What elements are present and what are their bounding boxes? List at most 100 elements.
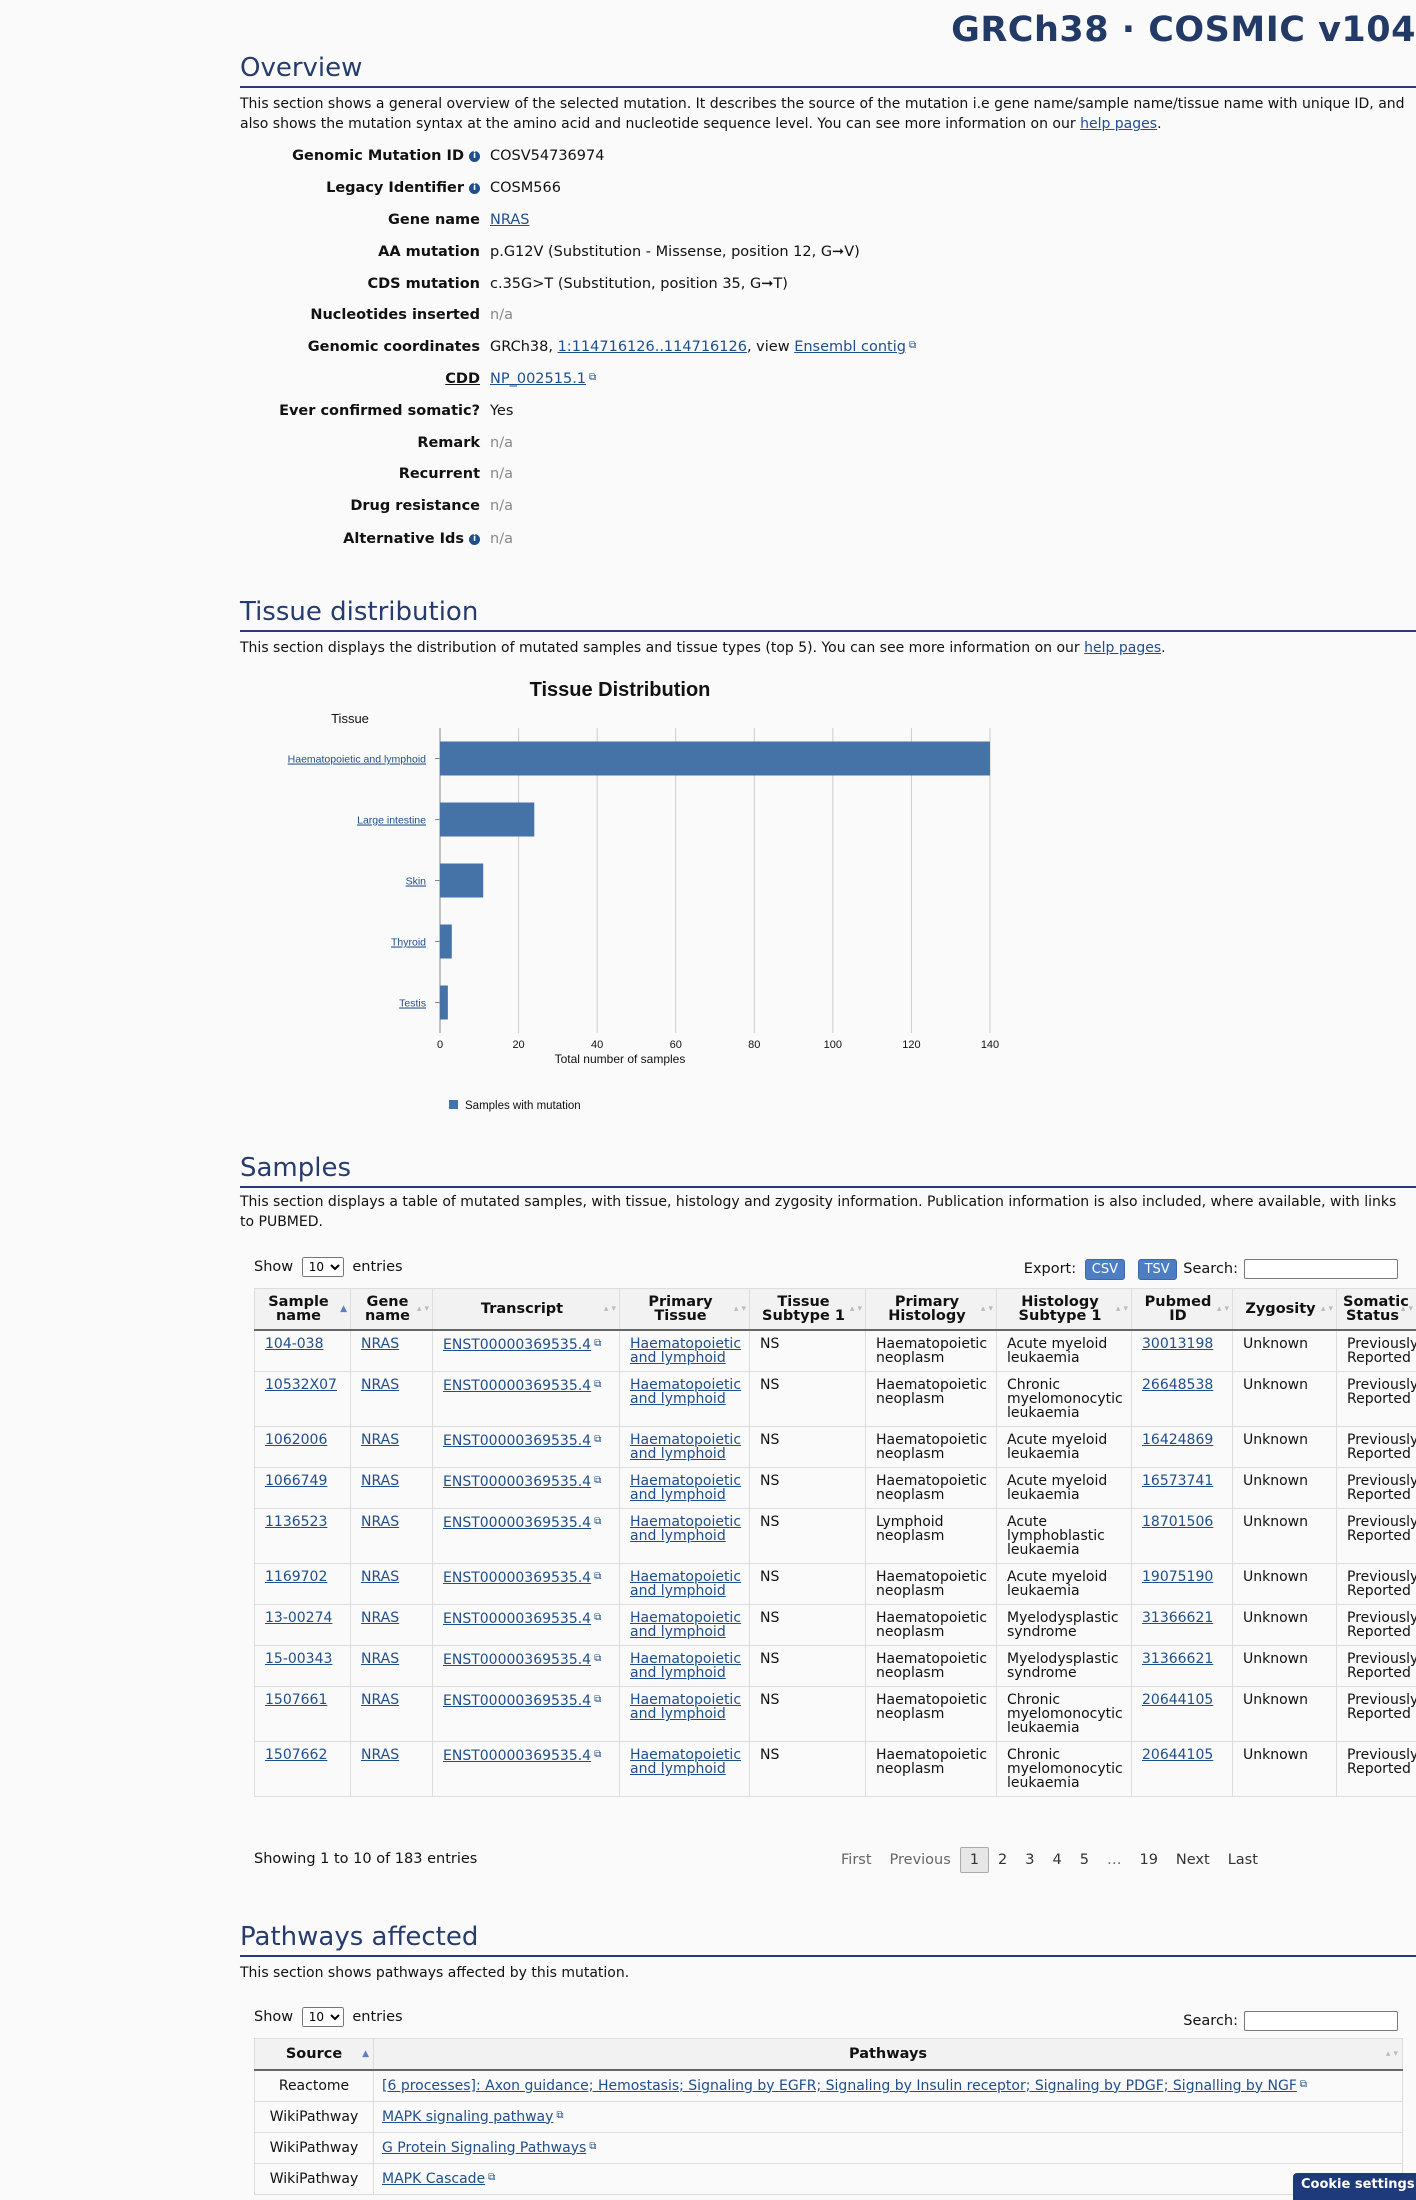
pathway-link[interactable]: MAPK signaling pathway [382, 2108, 554, 2125]
samples-col-header[interactable]: Somatic Status ▴ ▾ [1336, 1288, 1416, 1331]
pager-page-button[interactable]: 1 [959, 1847, 990, 1873]
table-cell-link[interactable]: NRAS [361, 1514, 400, 1530]
pathways-page-size-select[interactable]: 10 [301, 2007, 344, 2027]
table-cell-link[interactable]: 1066749 [265, 1473, 328, 1489]
samples-col-header[interactable]: Gene name ▴ ▾ [350, 1288, 433, 1331]
pathways-col-header[interactable]: Source ▲ [254, 2038, 374, 2071]
table-cell-link[interactable]: NRAS [361, 1377, 400, 1393]
pager-page-button[interactable]: 2 [998, 1852, 1008, 1868]
table-cell-link[interactable]: Haematopoietic and lymphoid [630, 1569, 742, 1599]
table-cell-link[interactable]: 1136523 [265, 1514, 328, 1530]
table-cell-link[interactable]: ENST00000369535.4 [443, 1378, 592, 1394]
pathway-link[interactable]: [6 processes]: Axon guidance; Hemostasis… [382, 2077, 1297, 2094]
table-cell-link[interactable]: NRAS [361, 1651, 400, 1667]
overview-value-link[interactable]: NP_002515.1 [490, 371, 587, 387]
table-cell-link[interactable]: 1507662 [265, 1747, 328, 1763]
table-cell-link[interactable]: Haematopoietic and lymphoid [630, 1432, 742, 1462]
table-cell-link[interactable]: 1169702 [265, 1569, 328, 1585]
table-cell-link[interactable]: 1507661 [265, 1692, 328, 1708]
table-cell-link[interactable]: 13-00274 [265, 1610, 333, 1626]
table-cell-link[interactable]: ENST00000369535.4 [443, 1337, 592, 1353]
table-cell-link[interactable]: ENST00000369535.4 [443, 1474, 592, 1490]
pathway-link[interactable]: MAPK Cascade [382, 2170, 486, 2187]
samples-col-header[interactable]: Transcript ▴ ▾ [432, 1288, 620, 1331]
table-cell-link[interactable]: NRAS [361, 1692, 400, 1708]
pager-page-button[interactable]: 4 [1052, 1852, 1062, 1868]
table-cell-link[interactable]: NRAS [361, 1747, 400, 1763]
chart-bar[interactable] [440, 802, 535, 837]
pager-previous-button[interactable]: Previous [889, 1852, 951, 1868]
chart-category-label[interactable]: Skin [406, 876, 427, 888]
export-tsv-button[interactable]: TSV [1137, 1259, 1177, 1280]
info-icon[interactable]: i [469, 534, 480, 545]
pager-page-button[interactable]: 3 [1025, 1852, 1035, 1868]
overview-value-link[interactable]: NRAS [490, 212, 530, 228]
cookie-settings-button[interactable]: Cookie settings [1293, 2173, 1416, 2200]
table-cell-link[interactable]: 20644105 [1142, 1692, 1214, 1708]
samples-col-header[interactable]: Pubmed ID ▴ ▾ [1131, 1288, 1233, 1331]
table-cell-link[interactable]: Haematopoietic and lymphoid [630, 1473, 742, 1503]
chart-category-label[interactable]: Thyroid [391, 937, 426, 949]
samples-col-header[interactable]: Tissue Subtype 1 ▴ ▾ [749, 1288, 866, 1331]
table-cell-link[interactable]: 104-038 [265, 1336, 324, 1352]
samples-col-header[interactable]: Sample name ▲ [254, 1288, 351, 1331]
table-cell-link[interactable]: NRAS [361, 1610, 400, 1626]
table-cell-link[interactable]: NRAS [361, 1336, 400, 1352]
table-cell-link[interactable]: ENST00000369535.4 [443, 1570, 592, 1586]
pathway-link[interactable]: G Protein Signaling Pathways [382, 2139, 587, 2156]
samples-search-input[interactable] [1244, 1259, 1398, 1279]
samples-col-header[interactable]: Histology Subtype 1 ▴ ▾ [996, 1288, 1132, 1331]
pager-last-button[interactable]: Last [1227, 1852, 1258, 1868]
chart-bar[interactable] [440, 985, 448, 1020]
pager-first-button[interactable]: First [841, 1852, 872, 1868]
table-cell-link[interactable]: 20644105 [1142, 1747, 1214, 1763]
pathways-col-header[interactable]: Pathways ▴ ▾ [373, 2038, 1403, 2071]
table-cell-link[interactable]: ENST00000369535.4 [443, 1652, 592, 1668]
table-cell-link[interactable]: Haematopoietic and lymphoid [630, 1514, 742, 1544]
coords-link[interactable]: 1:114716126..114716126 [557, 339, 747, 355]
table-cell-link[interactable]: 30013198 [1142, 1336, 1214, 1352]
samples-col-header[interactable]: Primary Tissue ▴ ▾ [619, 1288, 750, 1331]
ensembl-contig-link[interactable]: Ensembl contig [794, 339, 906, 355]
tissue-help-link[interactable]: help pages [1084, 640, 1162, 656]
pager-page-button[interactable]: 19 [1139, 1852, 1158, 1868]
export-csv-button[interactable]: CSV [1084, 1259, 1125, 1280]
pager-page-button[interactable]: 5 [1079, 1852, 1089, 1868]
table-cell-link[interactable]: 16573741 [1142, 1473, 1214, 1489]
samples-page-size-select[interactable]: 10 [301, 1257, 344, 1277]
table-cell-link[interactable]: Haematopoietic and lymphoid [630, 1651, 742, 1681]
info-icon[interactable]: i [469, 151, 480, 162]
table-cell-link[interactable]: ENST00000369535.4 [443, 1693, 592, 1709]
table-cell-link[interactable]: Haematopoietic and lymphoid [630, 1610, 742, 1640]
table-cell-link[interactable]: Haematopoietic and lymphoid [630, 1336, 742, 1366]
pathways-search-input[interactable] [1244, 2011, 1398, 2031]
table-cell-link[interactable]: 16424869 [1142, 1432, 1214, 1448]
chart-category-label[interactable]: Haematopoietic and lymphoid [288, 754, 426, 766]
chart-category-label[interactable]: Testis [399, 998, 426, 1010]
table-cell-link[interactable]: ENST00000369535.4 [443, 1611, 592, 1627]
chart-bar[interactable] [440, 924, 452, 959]
table-cell-link[interactable]: Haematopoietic and lymphoid [630, 1692, 742, 1722]
table-cell-link[interactable]: 31366621 [1142, 1651, 1214, 1667]
overview-help-link[interactable]: help pages [1080, 116, 1158, 132]
table-cell-link[interactable]: NRAS [361, 1473, 400, 1489]
chart-bar[interactable] [440, 741, 990, 776]
chart-bar[interactable] [440, 863, 484, 898]
table-cell-link[interactable]: Haematopoietic and lymphoid [630, 1747, 742, 1777]
info-icon[interactable]: i [469, 183, 480, 194]
samples-col-header[interactable]: Primary Histology ▴ ▾ [865, 1288, 997, 1331]
samples-col-header[interactable]: Zygosity ▴ ▾ [1232, 1288, 1337, 1331]
table-cell-link[interactable]: 10532X07 [265, 1377, 337, 1393]
table-cell-link[interactable]: NRAS [361, 1432, 400, 1448]
table-cell-link[interactable]: ENST00000369535.4 [443, 1748, 592, 1764]
chart-category-label[interactable]: Large intestine [357, 815, 426, 827]
table-cell-link[interactable]: ENST00000369535.4 [443, 1515, 592, 1531]
table-cell-link[interactable]: 15-00343 [265, 1651, 333, 1667]
table-cell-link[interactable]: 31366621 [1142, 1610, 1214, 1626]
table-cell-link[interactable]: ENST00000369535.4 [443, 1433, 592, 1449]
table-cell-link[interactable]: 26648538 [1142, 1377, 1214, 1393]
table-cell-link[interactable]: 1062006 [265, 1432, 328, 1448]
table-cell-link[interactable]: 19075190 [1142, 1569, 1214, 1585]
pager-next-button[interactable]: Next [1175, 1852, 1210, 1868]
table-cell-link[interactable]: NRAS [361, 1569, 400, 1585]
